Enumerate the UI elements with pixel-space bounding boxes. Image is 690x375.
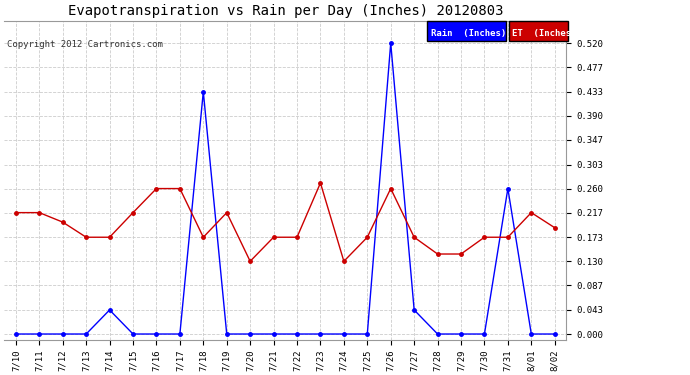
Text: Copyright 2012 Cartronics.com: Copyright 2012 Cartronics.com bbox=[7, 40, 163, 49]
Text: Rain  (Inches): Rain (Inches) bbox=[431, 30, 506, 39]
Text: ET  (Inches): ET (Inches) bbox=[512, 30, 576, 39]
Title: Evapotranspiration vs Rain per Day (Inches) 20120803: Evapotranspiration vs Rain per Day (Inch… bbox=[68, 4, 503, 18]
